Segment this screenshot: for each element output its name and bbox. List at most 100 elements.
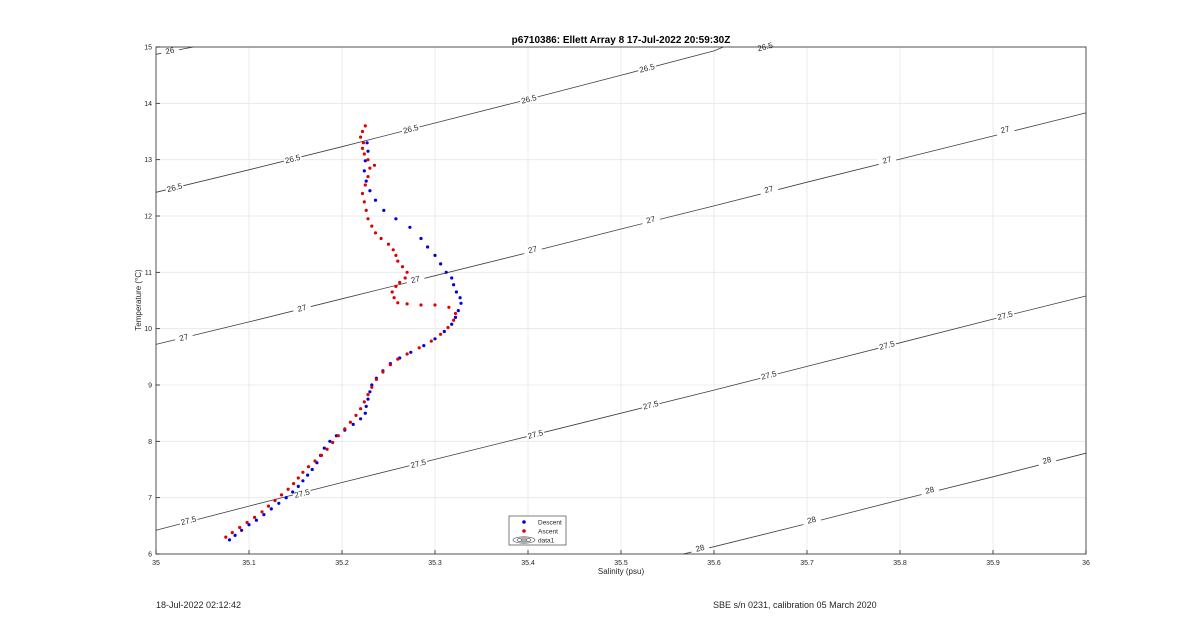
ascent-point [348, 420, 352, 424]
descent-point [254, 518, 258, 522]
series-descent [227, 141, 463, 542]
contour-label-bg [405, 272, 426, 286]
contour-label-bg [408, 456, 428, 470]
data-series [224, 124, 463, 542]
contour-label: 27.5 [642, 399, 660, 412]
contour-label: 27.5 [180, 514, 198, 527]
contour-label: 27 [645, 214, 656, 225]
ascent-point [238, 525, 242, 530]
descent-point [408, 225, 412, 229]
legend-data1-label: data1 [538, 538, 555, 545]
descent-point [459, 301, 463, 305]
descent-point [301, 479, 305, 483]
descent-point [442, 329, 446, 334]
ascent-point [359, 407, 363, 411]
descent-point [364, 404, 368, 408]
contour-label: 27.5 [996, 309, 1014, 322]
ascent-point [360, 129, 365, 134]
ascent-point [396, 301, 400, 305]
ascent-point [379, 236, 383, 241]
contour-label: 27 [882, 155, 893, 166]
ascent-point [336, 434, 340, 438]
contour-label-bg [758, 182, 779, 196]
descent-point [452, 283, 456, 287]
ascent-point [405, 352, 409, 356]
ascent-point [439, 332, 443, 336]
contour-label-bg [877, 153, 897, 167]
ascent-point [362, 200, 366, 204]
descent-point [370, 383, 374, 387]
ascent-point [390, 290, 394, 294]
descent-point [277, 501, 281, 505]
ascent-point [296, 476, 300, 480]
ascent-point [447, 305, 451, 309]
ascent-point [419, 303, 423, 307]
ascent-point [364, 208, 368, 212]
contour-label-bg [640, 398, 661, 412]
contour-label: 27.5 [293, 487, 311, 500]
ascent-point [266, 504, 271, 508]
ascent-point [433, 303, 437, 307]
ascent-point [363, 183, 367, 187]
ascent-point [368, 166, 372, 170]
contour-label: 27 [178, 332, 189, 343]
contour-label: 27.5 [410, 457, 428, 470]
contour-label: 27 [297, 303, 308, 314]
contour-label: 27 [1000, 124, 1011, 135]
y-tick-label: 8 [148, 439, 152, 446]
contour-label-bg [995, 122, 1015, 136]
ascent-point [372, 163, 377, 167]
x-tick-label: 35.9 [986, 560, 1000, 567]
grid [156, 47, 1086, 554]
contour-label-bg [522, 242, 543, 256]
ascent-point [417, 346, 421, 350]
descent-point [422, 344, 426, 348]
ascent-point [313, 459, 317, 463]
ascent-point [253, 515, 257, 520]
contour-label: 28 [924, 485, 935, 496]
contour-label: 26.5 [284, 153, 302, 166]
contour-line [683, 452, 1087, 555]
descent-point [296, 484, 300, 488]
ascent-point [343, 427, 347, 431]
ascent-point [366, 158, 370, 162]
descent-point [366, 397, 370, 401]
contour-label: 28 [1042, 455, 1053, 466]
contour-label-bg [292, 301, 312, 315]
descent-point [373, 198, 378, 202]
ascent-point [363, 124, 367, 128]
contour-label-bg [1036, 453, 1057, 467]
descent-point [450, 276, 454, 280]
contour-label-bg [758, 368, 779, 382]
legend: Descent Ascent data1 [508, 515, 567, 546]
contour-label: 26.5 [520, 93, 538, 106]
descent-point [306, 473, 310, 477]
ascent-point [354, 413, 358, 417]
ascent-point [292, 482, 296, 486]
x-tick-label: 35.5 [614, 560, 628, 567]
ascent-point [391, 248, 395, 252]
ascent-point [273, 498, 277, 503]
descent-point [439, 262, 443, 266]
descent-point [322, 446, 326, 450]
contour-label-bg [637, 61, 657, 75]
descent-point [368, 390, 372, 394]
x-tick-label: 35.2 [335, 560, 349, 567]
descent-point [409, 350, 413, 354]
descent-point [444, 270, 448, 274]
y-tick-label: 15 [144, 45, 152, 52]
descent-point [382, 208, 386, 212]
ascent-point [374, 377, 378, 381]
ascent-point [394, 284, 398, 288]
contour-label-bg [525, 427, 546, 441]
ascent-point [360, 146, 365, 150]
contour-line [155, 112, 1087, 345]
contour-label-bg [173, 330, 194, 344]
ascent-point [392, 296, 396, 300]
descent-point [233, 533, 237, 538]
descent-point [366, 149, 370, 153]
descent-point [450, 322, 454, 326]
descent-point [291, 490, 295, 494]
ascent-point [373, 231, 378, 235]
